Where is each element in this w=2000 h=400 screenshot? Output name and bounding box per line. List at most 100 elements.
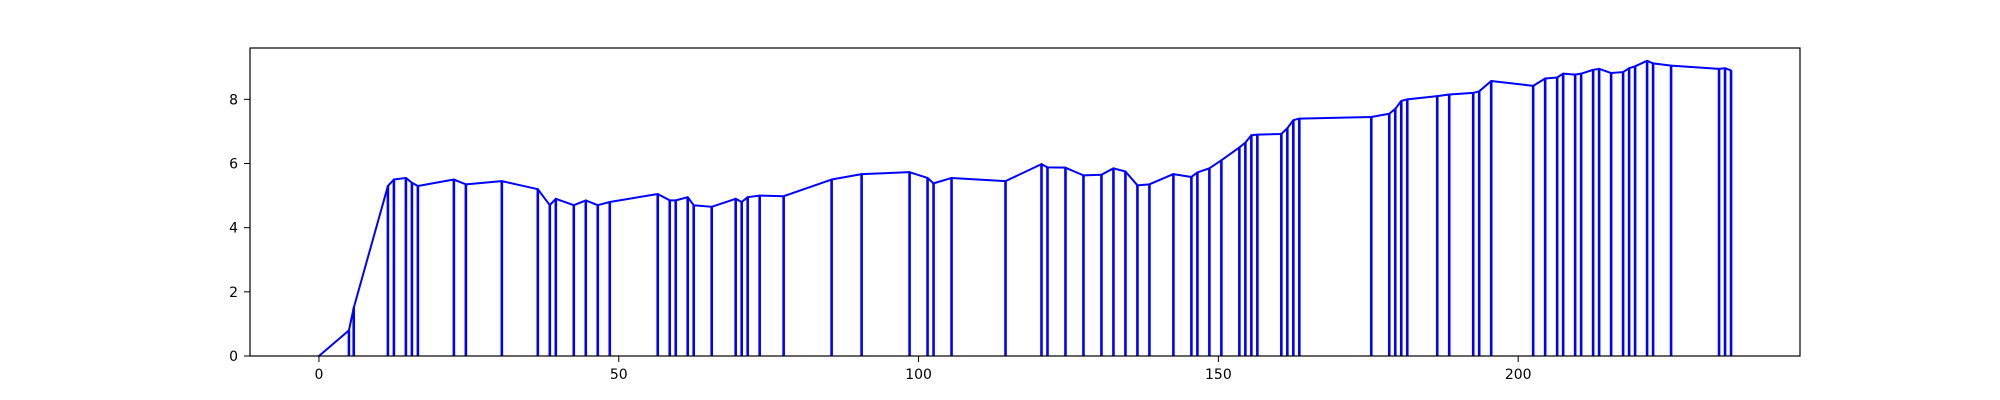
data-point bbox=[554, 197, 557, 200]
data-point bbox=[1562, 72, 1565, 75]
series-layer bbox=[317, 59, 1733, 357]
data-point bbox=[548, 204, 551, 207]
data-point bbox=[860, 173, 863, 176]
data-point bbox=[1448, 93, 1451, 96]
data-point bbox=[1196, 171, 1199, 174]
data-point bbox=[1112, 167, 1115, 170]
data-point bbox=[1574, 73, 1577, 76]
data-point bbox=[1610, 72, 1613, 75]
data-point bbox=[608, 201, 611, 203]
data-point bbox=[674, 199, 677, 202]
data-point bbox=[1238, 146, 1241, 149]
data-point bbox=[1490, 80, 1493, 83]
y-tick-label: 8 bbox=[229, 92, 238, 108]
data-point bbox=[1436, 95, 1439, 98]
data-point bbox=[584, 199, 587, 202]
y-tick-label: 2 bbox=[229, 285, 238, 301]
data-point bbox=[1250, 134, 1253, 137]
data-point bbox=[1292, 119, 1295, 122]
data-point bbox=[830, 178, 833, 181]
data-point bbox=[908, 171, 911, 174]
y-tick-label: 6 bbox=[229, 157, 238, 173]
x-tick-label: 100 bbox=[905, 367, 932, 383]
data-point bbox=[1478, 90, 1481, 93]
axes-layer: 0 50 100 150 200 0 2 4 6 8 bbox=[229, 92, 1531, 383]
data-point bbox=[1256, 133, 1259, 136]
data-point bbox=[1046, 166, 1049, 169]
data-point bbox=[1472, 91, 1475, 94]
data-point bbox=[1172, 173, 1175, 176]
data-point bbox=[668, 199, 671, 202]
data-point bbox=[1634, 65, 1637, 68]
data-point bbox=[1394, 107, 1397, 110]
plot-frame bbox=[249, 47, 1801, 357]
data-point bbox=[392, 178, 395, 181]
data-point bbox=[464, 183, 467, 186]
data-point bbox=[1040, 163, 1043, 166]
data-point bbox=[1556, 76, 1559, 79]
y-tick-label: 4 bbox=[229, 221, 238, 237]
data-point bbox=[734, 197, 737, 200]
data-point bbox=[1622, 71, 1625, 74]
data-point bbox=[926, 176, 929, 179]
data-point bbox=[1598, 67, 1601, 70]
data-point bbox=[536, 188, 539, 191]
data-point bbox=[1406, 98, 1409, 101]
x-tick-label: 200 bbox=[1505, 367, 1532, 383]
data-point bbox=[1718, 67, 1721, 70]
data-point bbox=[416, 184, 419, 187]
data-point bbox=[686, 196, 689, 199]
data-point bbox=[1064, 166, 1067, 169]
data-point bbox=[692, 204, 695, 207]
data-point bbox=[596, 204, 599, 207]
data-point bbox=[1544, 77, 1547, 80]
data-point bbox=[410, 181, 413, 184]
data-point bbox=[1220, 159, 1223, 162]
data-point bbox=[1148, 183, 1151, 186]
plot-background bbox=[250, 48, 1800, 356]
data-point bbox=[1298, 117, 1301, 120]
data-point bbox=[1592, 68, 1595, 71]
data-point bbox=[404, 176, 407, 179]
y-tick-label: 0 bbox=[229, 349, 238, 365]
data-point bbox=[1280, 132, 1283, 135]
data-point bbox=[932, 182, 935, 185]
data-point bbox=[352, 306, 355, 309]
data-point bbox=[746, 196, 749, 199]
x-tick-label: 150 bbox=[1205, 367, 1232, 383]
data-point bbox=[1580, 72, 1583, 75]
data-point bbox=[1628, 67, 1631, 70]
data-point bbox=[1244, 141, 1247, 144]
data-point bbox=[1004, 180, 1007, 183]
data-point bbox=[950, 176, 953, 179]
data-point bbox=[1400, 99, 1403, 102]
data-point bbox=[1652, 62, 1655, 65]
data-point bbox=[1532, 84, 1535, 87]
data-point bbox=[1136, 184, 1139, 187]
data-point bbox=[347, 329, 350, 332]
data-point bbox=[572, 204, 575, 207]
data-point bbox=[1190, 175, 1193, 178]
data-point bbox=[1208, 167, 1211, 170]
data-point bbox=[656, 192, 659, 195]
x-tick-label: 0 bbox=[314, 367, 323, 383]
data-point bbox=[758, 194, 761, 197]
data-point bbox=[782, 195, 785, 198]
data-point bbox=[1082, 174, 1085, 177]
data-point bbox=[710, 205, 713, 208]
data-point bbox=[452, 178, 455, 181]
data-point bbox=[1100, 173, 1103, 176]
data-point bbox=[1388, 112, 1391, 115]
data-point bbox=[1670, 64, 1673, 67]
data-point bbox=[1286, 127, 1289, 130]
data-point bbox=[500, 180, 503, 183]
data-point bbox=[386, 184, 389, 187]
series-line bbox=[318, 59, 1732, 357]
x-tick-label: 50 bbox=[610, 367, 628, 383]
data-point bbox=[1724, 67, 1727, 70]
data-point bbox=[1646, 59, 1649, 62]
data-point bbox=[1370, 115, 1373, 118]
data-point bbox=[1730, 69, 1733, 72]
data-point bbox=[740, 201, 743, 203]
